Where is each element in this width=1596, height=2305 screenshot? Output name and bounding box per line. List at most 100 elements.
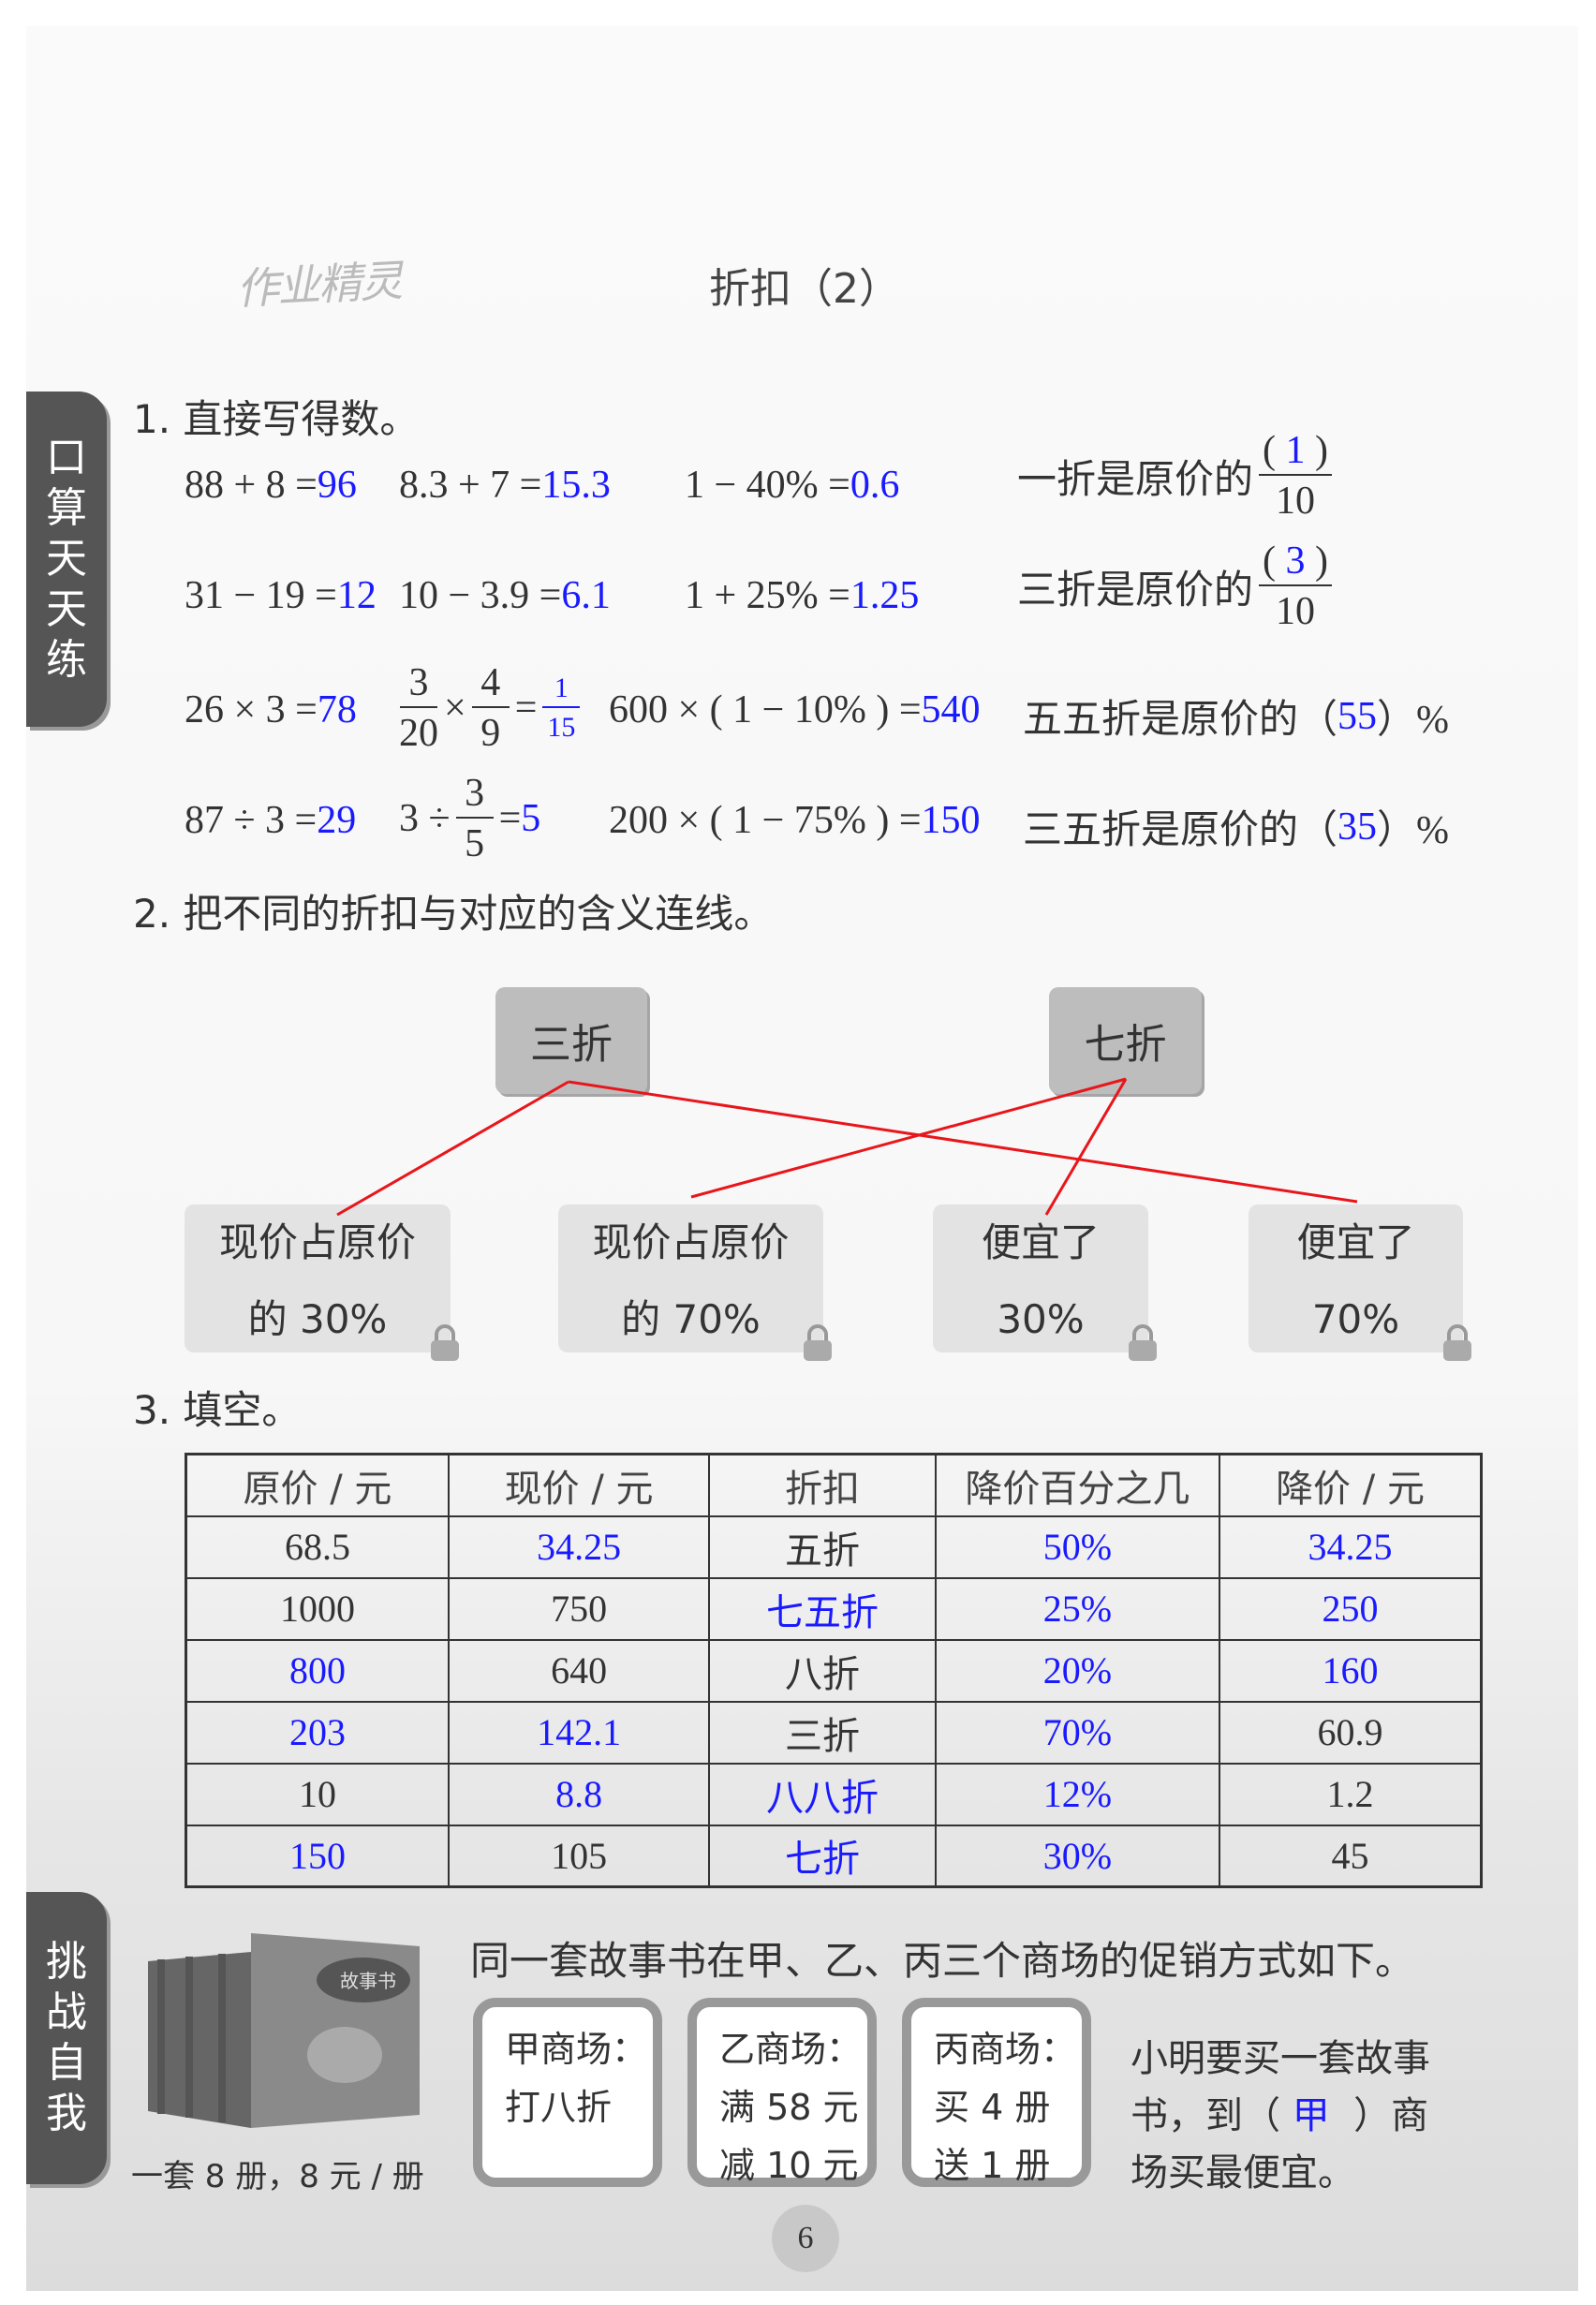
eq-r1d: 一折是原价的 ( 1 ) 10	[1017, 431, 1337, 521]
store-name: 丙商场：	[934, 2029, 1077, 2070]
table-cell: 60.9	[1219, 1700, 1483, 1765]
discount-box-30[interactable]: 三折	[495, 987, 647, 1094]
answer: 35	[1337, 805, 1378, 849]
eq-r3c: 600 × ( 1 − 10% ) = 540	[609, 687, 981, 732]
text: 书，到（	[1130, 2094, 1280, 2137]
denominator: 15	[547, 712, 576, 743]
page-title: 折扣（2）	[709, 265, 900, 313]
table-cell: 1.2	[1219, 1762, 1483, 1826]
denominator: 10	[1276, 590, 1316, 633]
eq-r4d: 三五折是原价的（ 35）%	[1023, 798, 1449, 855]
denominator: 9	[480, 712, 501, 755]
expr: 200 × ( 1 − 75% ) =	[609, 799, 922, 842]
table-cell: 10	[185, 1762, 450, 1826]
expr: 三折是原价的	[1017, 566, 1254, 613]
store-name: 甲商场：	[505, 2029, 648, 2070]
line: 30%	[997, 1296, 1085, 1342]
lock-icon	[1129, 1324, 1157, 1361]
eq-r3d: 五五折是原价的（ 55）%	[1023, 687, 1449, 745]
book-caption: 一套 8 册，8 元 / 册	[131, 2158, 424, 2195]
discount-box-70[interactable]: 七折	[1049, 987, 1202, 1094]
page-number: 6	[772, 2205, 839, 2272]
eq-r3a: 26 × 3 = 78	[185, 687, 357, 732]
promo-line: 送 1 册	[934, 2145, 1051, 2186]
meaning-box-2[interactable]: 现价占原价的 70%	[558, 1204, 832, 1361]
expr: 3 ÷	[399, 797, 451, 840]
table-cell: 640	[447, 1638, 711, 1703]
side-tab-mental-math: 口算天天练	[26, 392, 107, 727]
table-cell: 八折	[708, 1638, 937, 1703]
expr: 一折是原价的	[1017, 455, 1254, 502]
denominator: 5	[465, 822, 485, 865]
tab-char: 算	[46, 484, 87, 532]
table-cell: 七五折	[708, 1576, 937, 1641]
match-line	[1044, 1078, 1128, 1216]
table-row: 68.5 34.25 五折 50% 34.25	[185, 1515, 1483, 1579]
q2-heading: 2. 把不同的折扣与对应的含义连线。	[133, 891, 774, 937]
book-label: 故事书	[340, 1971, 396, 1992]
eq-r4a: 87 ÷ 3 = 29	[185, 798, 356, 843]
expr: 1 − 40% =	[685, 464, 850, 507]
paren: )	[1315, 429, 1329, 472]
question-line: 书，到（ 甲 ）商	[1130, 2088, 1430, 2145]
answer: 96	[317, 464, 357, 507]
col-header: 降价 / 元	[1219, 1453, 1483, 1517]
meaning-box-1[interactable]: 现价占原价的 30%	[185, 1204, 459, 1361]
line: 便宜了	[1296, 1219, 1415, 1265]
eq-r2c: 1 + 25% = 1.25	[685, 573, 919, 618]
eq-r2a: 31 − 19 = 12	[185, 573, 377, 618]
operator: ×	[444, 687, 466, 730]
match-line	[336, 1080, 569, 1217]
expr: 10 − 3.9 =	[399, 574, 562, 617]
discount-table: 原价 / 元 现价 / 元 折扣 降价百分之几 降价 / 元 68.5 34.25…	[185, 1453, 1483, 1888]
eq-r1b: 8.3 + 7 = 15.3	[399, 463, 611, 508]
tab-char: 战	[46, 1988, 87, 2036]
table-cell: 70%	[934, 1700, 1221, 1765]
answer: 1.25	[850, 574, 920, 617]
expr: 1 + 25% =	[685, 574, 850, 617]
side-tab-challenge: 挑战自我	[26, 1892, 107, 2184]
question-line: 场买最便宜。	[1130, 2151, 1355, 2194]
answer: 1	[1285, 429, 1306, 472]
table-row: 1000 750 七五折 25% 250	[185, 1576, 1483, 1641]
answer-fraction: 1 15	[542, 674, 581, 743]
paren: (	[1263, 429, 1277, 472]
answer: 3	[1285, 539, 1306, 583]
promo-line: 买 4 册	[934, 2087, 1051, 2128]
table-cell: 800	[185, 1638, 450, 1703]
table-cell: 七折	[708, 1824, 937, 1888]
line: 的 30%	[247, 1296, 388, 1342]
eq-r1a: 88 + 8 = 96	[185, 463, 357, 508]
expr: 88 + 8 =	[185, 464, 318, 507]
answer: 15.3	[541, 464, 611, 507]
table-row: 203 142.1 三折 70% 60.9	[185, 1700, 1483, 1765]
tab-char: 挑	[46, 1938, 87, 1986]
denominator: 20	[399, 712, 438, 755]
numerator: 3	[455, 774, 494, 819]
meaning-box-4[interactable]: 便宜了 70%	[1249, 1204, 1471, 1361]
line: 便宜了	[981, 1219, 1100, 1265]
numerator: 4	[471, 663, 510, 708]
text: ）商	[1353, 2094, 1429, 2137]
promo-line: 满 58 元	[719, 2087, 859, 2128]
table-cell: 203	[185, 1700, 450, 1765]
table-cell: 8.8	[447, 1762, 711, 1826]
tab-char: 自	[46, 2039, 87, 2087]
meaning-box-3[interactable]: 便宜了 30%	[933, 1204, 1157, 1361]
match-line	[568, 1080, 1358, 1204]
lock-icon	[1443, 1324, 1471, 1361]
table-cell: 1000	[185, 1576, 450, 1641]
fraction: 3 20	[399, 663, 438, 753]
table-cell: 八八折	[708, 1762, 937, 1826]
table-cell: 45	[1219, 1824, 1483, 1888]
expr: 87 ÷ 3 =	[185, 799, 318, 842]
table-row: 10 8.8 八八折 12% 1.2	[185, 1762, 1483, 1826]
eq-r2d: 三折是原价的 ( 3 ) 10	[1017, 541, 1337, 631]
lock-icon	[431, 1324, 459, 1361]
table-header: 原价 / 元 现价 / 元 折扣 降价百分之几 降价 / 元	[185, 1453, 1483, 1517]
equals: =	[514, 687, 538, 730]
expr: 三五折是原价的（	[1023, 806, 1338, 852]
